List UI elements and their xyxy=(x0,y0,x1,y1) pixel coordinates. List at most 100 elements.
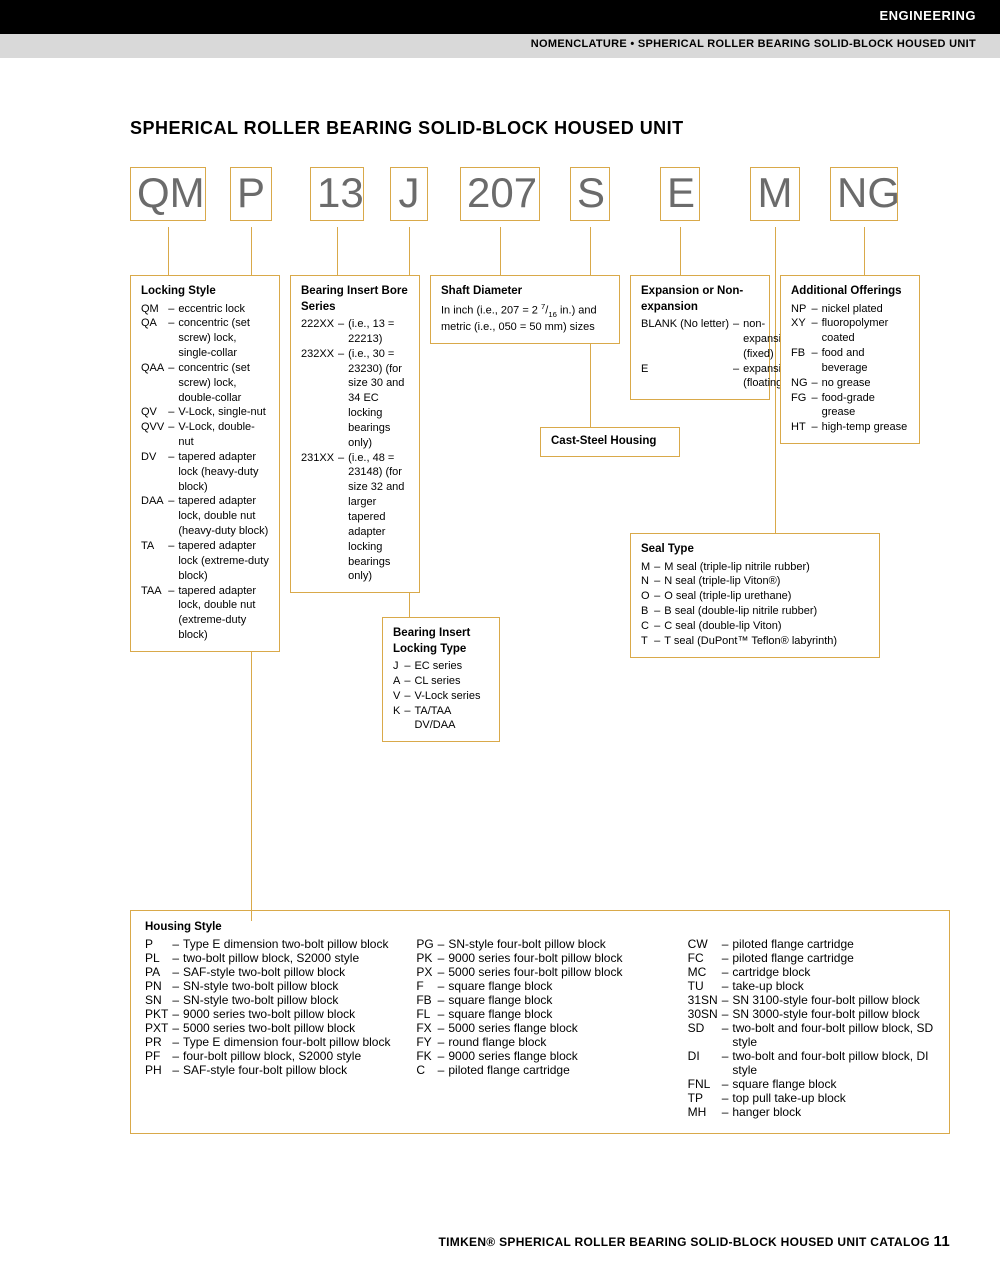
cast-steel-box: Cast-Steel Housing xyxy=(540,427,680,457)
code: J xyxy=(393,659,404,674)
code-qm: QM xyxy=(130,167,206,221)
desc: round flange block xyxy=(448,1035,622,1049)
desc: M seal (triple-lip nitrile rubber) xyxy=(664,560,837,575)
code-m: M xyxy=(750,167,800,221)
desc: 5000 series flange block xyxy=(448,1021,622,1035)
desc: 9000 series four-bolt pillow block xyxy=(448,951,622,965)
footer-text: TIMKEN® SPHERICAL ROLLER BEARING SOLID-B… xyxy=(439,1235,930,1249)
housing-title: Housing Style xyxy=(145,921,935,933)
code: TU xyxy=(688,979,722,993)
code: FB xyxy=(416,993,437,1007)
desc: SN 3100-style four-bolt pillow block xyxy=(732,993,935,1007)
code: K xyxy=(393,704,404,734)
desc: square flange block xyxy=(448,979,622,993)
code: FL xyxy=(416,1007,437,1021)
shaft-box: Shaft Diameter In inch (i.e., 207 = 2 7/… xyxy=(430,275,620,344)
code: 222XX xyxy=(301,317,338,347)
code: PG xyxy=(416,937,437,951)
desc: concentric (set screw) lock, single-coll… xyxy=(178,316,269,361)
desc: 5000 series four-bolt pillow block xyxy=(448,965,622,979)
code: FB xyxy=(791,346,812,376)
code-e: E xyxy=(660,167,700,221)
desc: no grease xyxy=(822,376,909,391)
desc: V-Lock series xyxy=(414,689,489,704)
desc: piloted flange cartridge xyxy=(732,951,935,965)
code: E xyxy=(641,362,733,392)
desc: (i.e., 30 = 23230) (for size 30 and 34 E… xyxy=(348,347,409,451)
desc: 9000 series flange block xyxy=(448,1049,622,1063)
desc: TA/TAA DV/DAA xyxy=(414,704,489,734)
code: 232XX xyxy=(301,347,338,451)
code: 31SN xyxy=(688,993,722,1007)
desc: SAF-style four-bolt pillow block xyxy=(183,1063,390,1077)
shaft-title: Shaft Diameter xyxy=(441,284,609,300)
code: TAA xyxy=(141,584,168,643)
desc: high-temp grease xyxy=(822,420,909,435)
code: FK xyxy=(416,1049,437,1063)
seal-box: Seal Type M–M seal (triple-lip nitrile r… xyxy=(630,533,880,658)
desc: C seal (double-lip Viton) xyxy=(664,619,837,634)
desc: SAF-style two-bolt pillow block xyxy=(183,965,390,979)
desc: SN 3000-style four-bolt pillow block xyxy=(732,1007,935,1021)
footer-page: 11 xyxy=(934,1233,950,1250)
desc: square flange block xyxy=(448,1007,622,1021)
desc: food and beverage xyxy=(822,346,909,376)
code: B xyxy=(641,604,654,619)
code: M xyxy=(641,560,654,575)
desc: T seal (DuPont™ Teflon® labyrinth) xyxy=(664,634,837,649)
code: FG xyxy=(791,391,812,421)
code-s: S xyxy=(570,167,610,221)
code-p: P xyxy=(230,167,272,221)
code: PN xyxy=(145,979,172,993)
desc: B seal (double-lip nitrile rubber) xyxy=(664,604,837,619)
code: QA xyxy=(141,316,168,361)
code: MH xyxy=(688,1105,722,1119)
code-ng: NG xyxy=(830,167,898,221)
locking-style-title: Locking Style xyxy=(141,284,269,300)
desc: two-bolt and four-bolt pillow block, DI … xyxy=(732,1049,935,1077)
bore-series-title: Bearing Insert Bore Series xyxy=(301,284,409,315)
code: FNL xyxy=(688,1077,722,1091)
code: T xyxy=(641,634,654,649)
code: SD xyxy=(688,1021,722,1049)
code: PL xyxy=(145,951,172,965)
code: QAA xyxy=(141,361,168,406)
additional-title: Additional Offerings xyxy=(791,284,909,300)
code: PH xyxy=(145,1063,172,1077)
desc: Type E dimension four-bolt pillow block xyxy=(183,1035,390,1049)
header-section: ENGINEERING xyxy=(0,0,1000,34)
desc: 5000 series two-bolt pillow block xyxy=(183,1021,390,1035)
code: QVV xyxy=(141,420,168,450)
code: CW xyxy=(688,937,722,951)
desc: tapered adapter lock (extreme-duty block… xyxy=(178,539,269,584)
code: PF xyxy=(145,1049,172,1063)
code: PX xyxy=(416,965,437,979)
code: C xyxy=(416,1063,437,1077)
code: PK xyxy=(416,951,437,965)
desc: CL series xyxy=(414,674,489,689)
desc: tapered adapter lock, double nut (heavy-… xyxy=(178,494,269,539)
code: A xyxy=(393,674,404,689)
desc: piloted flange cartridge xyxy=(732,937,935,951)
locking-type-title: Bearing Insert Locking Type xyxy=(393,626,489,657)
desc: four-bolt pillow block, S2000 style xyxy=(183,1049,390,1063)
desc: square flange block xyxy=(448,993,622,1007)
code: XY xyxy=(791,316,812,346)
desc: two-bolt and four-bolt pillow block, SD … xyxy=(732,1021,935,1049)
locking-style-box: Locking Style QM–eccentric lockQA–concen… xyxy=(130,275,280,652)
nomenclature-codes: QMP13J207SEMNG xyxy=(130,167,950,227)
desc: square flange block xyxy=(732,1077,935,1091)
desc: SN-style four-bolt pillow block xyxy=(448,937,622,951)
code: F xyxy=(416,979,437,993)
code: FX xyxy=(416,1021,437,1035)
desc: EC series xyxy=(414,659,489,674)
code: NP xyxy=(791,302,812,317)
desc: SN-style two-bolt pillow block xyxy=(183,993,390,1007)
desc: V-Lock, double-nut xyxy=(178,420,269,450)
code-207: 207 xyxy=(460,167,540,221)
code-j: J xyxy=(390,167,428,221)
desc: nickel plated xyxy=(822,302,909,317)
cast-steel-title: Cast-Steel Housing xyxy=(551,434,669,450)
seal-title: Seal Type xyxy=(641,542,869,558)
code: DAA xyxy=(141,494,168,539)
